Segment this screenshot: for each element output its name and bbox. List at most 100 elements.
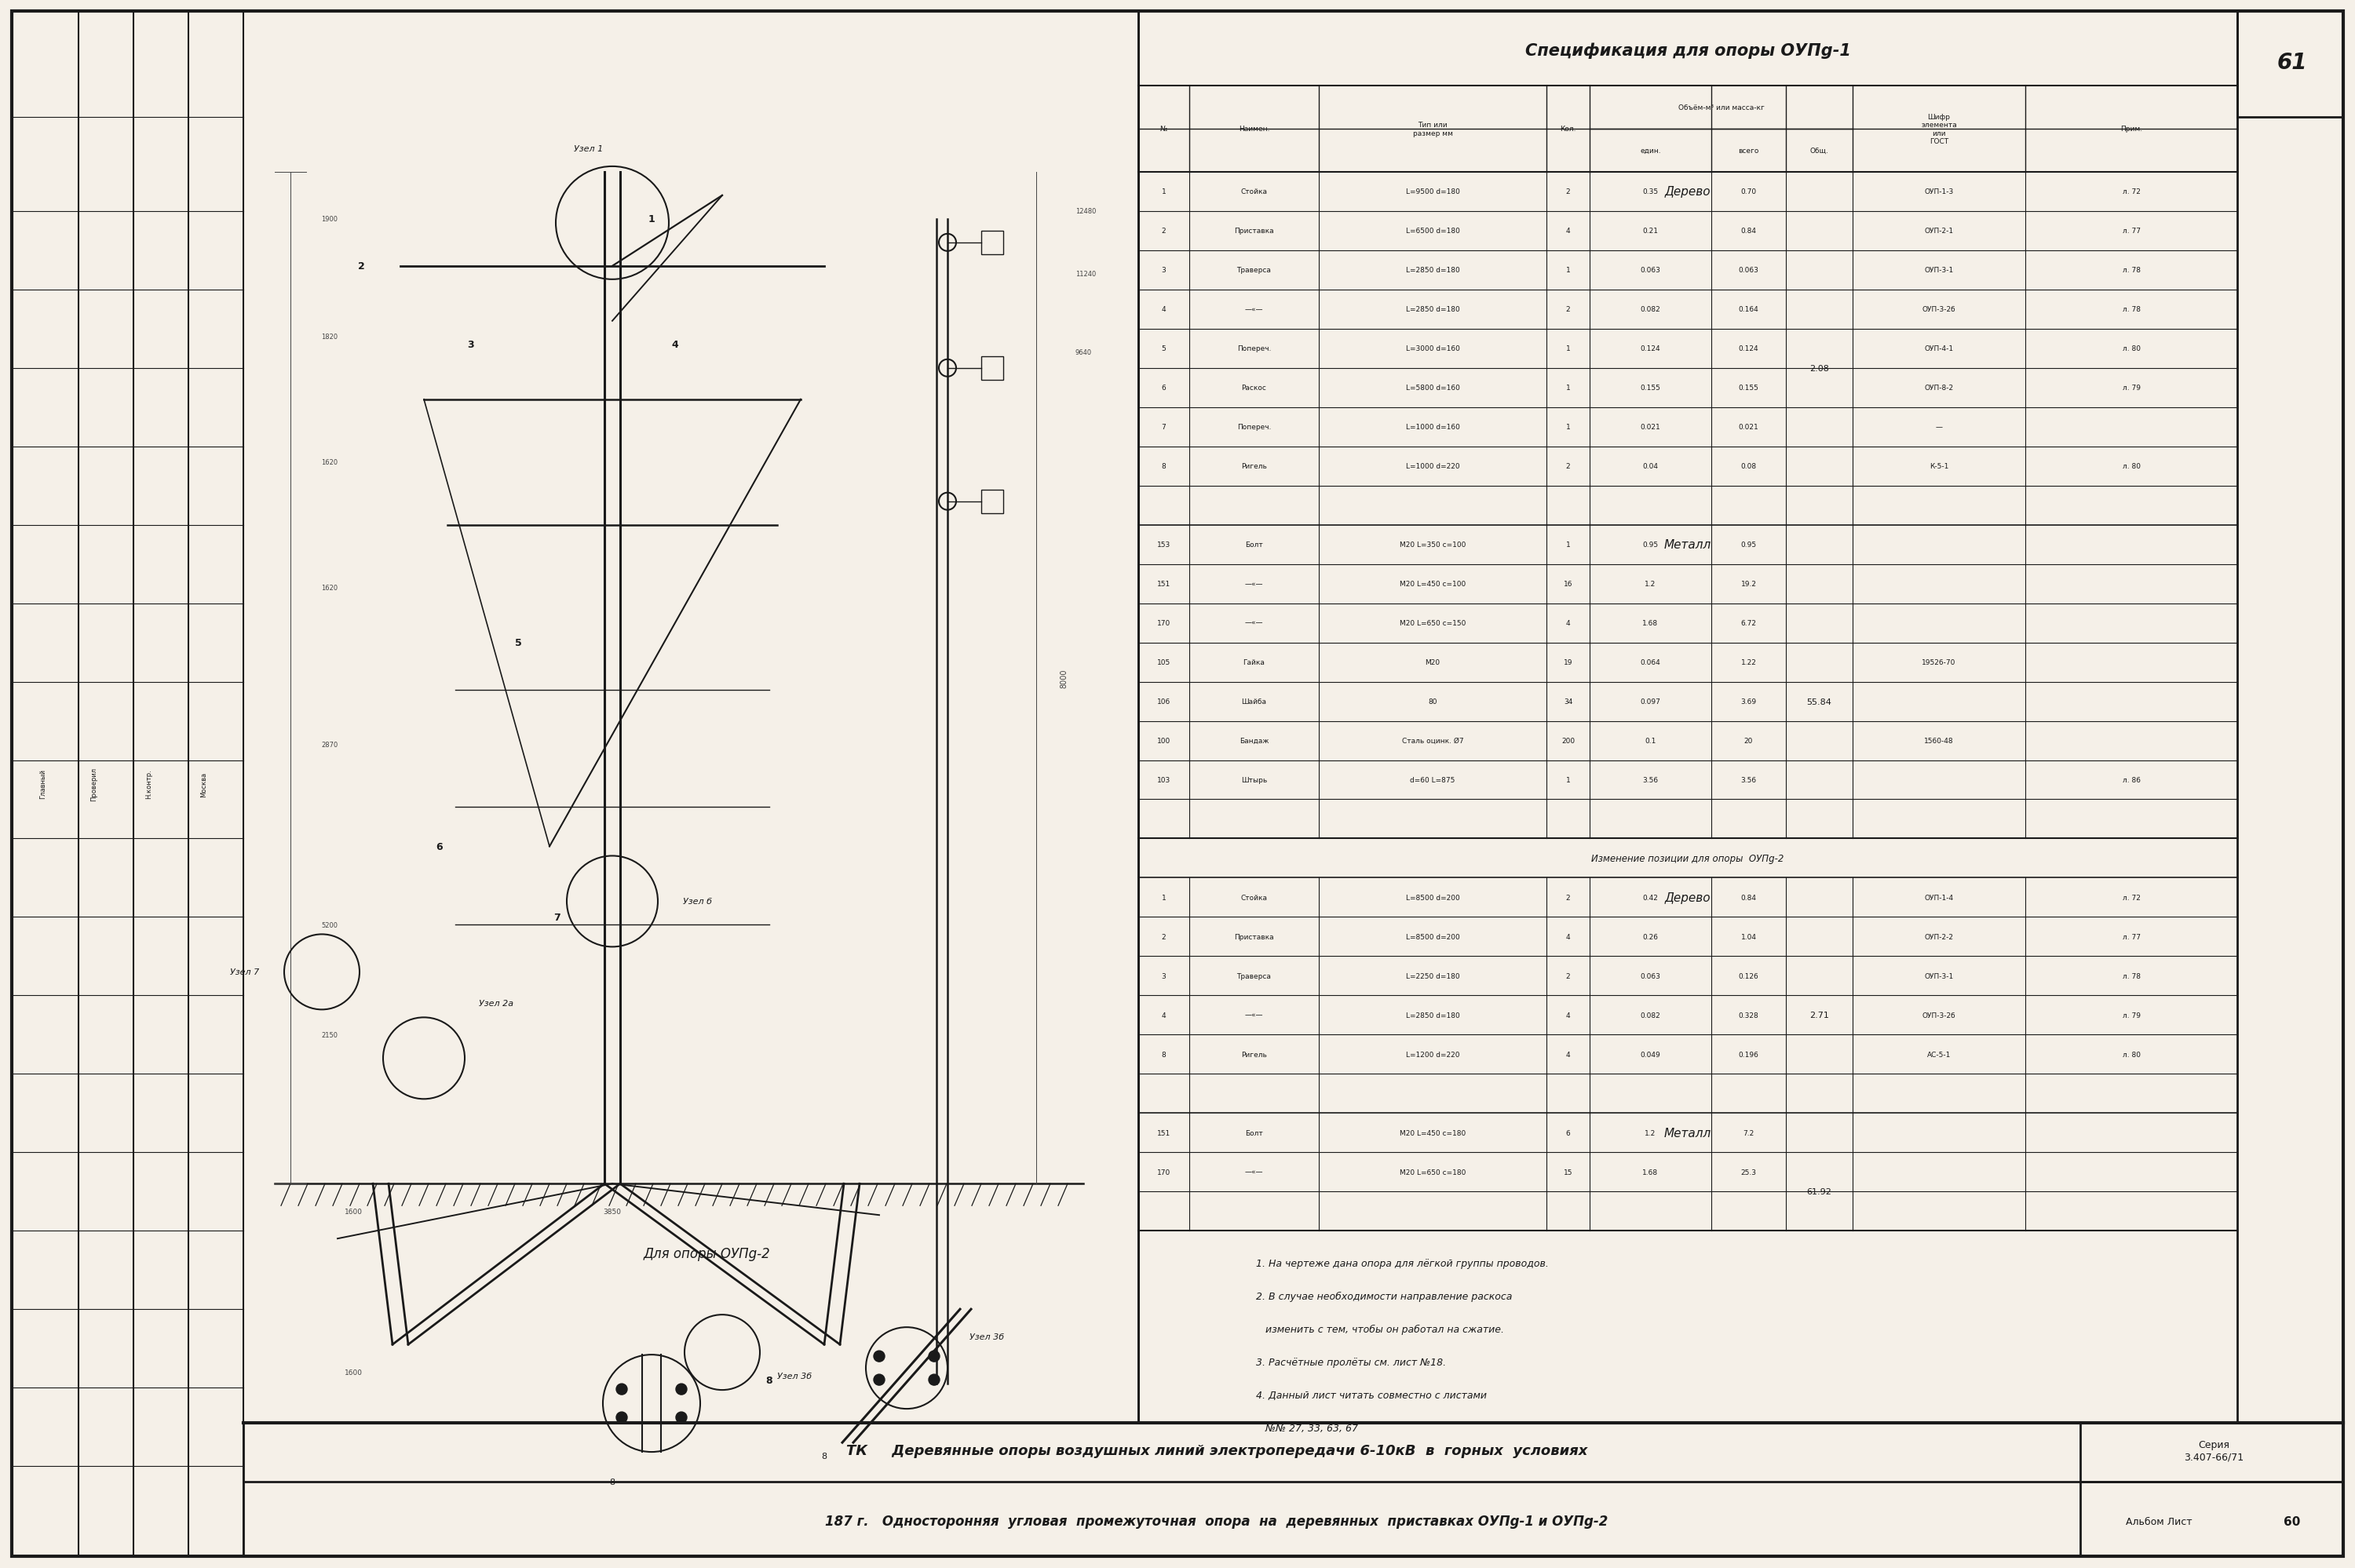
Text: ОУП-8-2: ОУП-8-2 (1924, 384, 1955, 392)
Text: 16: 16 (1564, 580, 1573, 588)
Text: 2: 2 (358, 262, 365, 271)
Text: изменить с тем, чтобы он работал на сжатие.: изменить с тем, чтобы он работал на сжат… (1255, 1323, 1505, 1334)
Text: L=2850 d=180: L=2850 d=180 (1406, 306, 1460, 314)
Circle shape (874, 1350, 885, 1361)
Text: 8: 8 (1161, 463, 1166, 470)
Text: d=60 L=875: d=60 L=875 (1411, 776, 1455, 784)
Text: л. 77: л. 77 (2122, 933, 2141, 941)
Text: 1.04: 1.04 (1740, 933, 1757, 941)
Text: 12480: 12480 (1076, 209, 1095, 215)
Text: 103: 103 (1156, 776, 1170, 784)
Text: 0.328: 0.328 (1738, 1011, 1759, 1019)
Text: 0.064: 0.064 (1641, 659, 1660, 666)
Text: Сталь оцинк. Ø7: Сталь оцинк. Ø7 (1401, 737, 1462, 745)
Circle shape (928, 1374, 940, 1386)
Text: 170: 170 (1156, 619, 1170, 627)
Text: 1820: 1820 (320, 334, 339, 340)
Text: 1. На чертеже дана опора для лёгкой группы проводов.: 1. На чертеже дана опора для лёгкой груп… (1255, 1258, 1550, 1269)
Text: 15: 15 (1564, 1168, 1573, 1176)
Circle shape (676, 1383, 688, 1396)
Text: 6: 6 (1161, 384, 1166, 392)
Text: 1: 1 (648, 215, 655, 224)
Text: 1620: 1620 (320, 459, 339, 466)
Text: 5200: 5200 (320, 922, 339, 928)
Text: 4: 4 (1566, 1051, 1571, 1058)
Text: 0.04: 0.04 (1644, 463, 1658, 470)
Text: 61: 61 (2277, 52, 2308, 74)
Text: ОУП-2-2: ОУП-2-2 (1924, 933, 1955, 941)
Text: 8: 8 (610, 1477, 615, 1486)
Text: л. 80: л. 80 (2122, 1051, 2141, 1058)
Text: L=1000 d=160: L=1000 d=160 (1406, 423, 1460, 431)
Text: Серия
3.407-66/71: Серия 3.407-66/71 (2183, 1439, 2244, 1461)
Text: L=5800 d=160: L=5800 d=160 (1406, 384, 1460, 392)
Text: 0.84: 0.84 (1740, 227, 1757, 235)
Text: 19: 19 (1564, 659, 1573, 666)
Text: —: — (1936, 423, 1943, 431)
Text: 153: 153 (1156, 541, 1170, 549)
Circle shape (676, 1411, 688, 1424)
Text: 8: 8 (765, 1375, 772, 1385)
Text: 1: 1 (1566, 776, 1571, 784)
Text: Общ.: Общ. (1811, 147, 1827, 155)
Text: 1: 1 (1566, 541, 1571, 549)
Text: 0.126: 0.126 (1738, 972, 1759, 980)
Text: 0.155: 0.155 (1641, 384, 1660, 392)
Text: М20: М20 (1425, 659, 1441, 666)
Text: 1.68: 1.68 (1641, 1168, 1658, 1176)
Text: М20 L=450 с=180: М20 L=450 с=180 (1399, 1129, 1465, 1137)
Text: 0.26: 0.26 (1644, 933, 1658, 941)
Text: 0.124: 0.124 (1641, 345, 1660, 353)
Text: ОУП-1-3: ОУП-1-3 (1924, 188, 1955, 196)
Text: —«—: —«— (1246, 1011, 1262, 1019)
Text: 0.063: 0.063 (1641, 267, 1660, 274)
Text: Спецификация для опоры ОУПg-1: Спецификация для опоры ОУПg-1 (1526, 42, 1851, 60)
Text: 0.196: 0.196 (1738, 1051, 1759, 1058)
Text: 8000: 8000 (1060, 668, 1067, 688)
Text: Узел б: Узел б (683, 897, 711, 906)
Text: 0.95: 0.95 (1740, 541, 1757, 549)
Text: 3.56: 3.56 (1641, 776, 1658, 784)
Text: 151: 151 (1156, 1129, 1170, 1137)
Text: ОУП-3-2б: ОУП-3-2б (1922, 1011, 1955, 1019)
Text: Металл: Металл (1665, 1127, 1712, 1138)
Text: 0.35: 0.35 (1641, 188, 1658, 196)
Text: —«—: —«— (1246, 306, 1262, 314)
Text: 4: 4 (1566, 1011, 1571, 1019)
Text: л. 80: л. 80 (2122, 463, 2141, 470)
Text: 60: 60 (2284, 1515, 2301, 1527)
Text: ОУП-1-4: ОУП-1-4 (1924, 894, 1955, 902)
Text: Дерево: Дерево (1665, 892, 1710, 903)
Text: 4: 4 (1566, 619, 1571, 627)
Bar (982, 230, 1003, 254)
Circle shape (617, 1383, 626, 1396)
Text: 0.063: 0.063 (1641, 972, 1660, 980)
Text: L=8500 d=200: L=8500 d=200 (1406, 894, 1460, 902)
Text: Ригель: Ригель (1241, 463, 1267, 470)
Text: 1.2: 1.2 (1644, 580, 1656, 588)
Text: L=9500 d=180: L=9500 d=180 (1406, 188, 1460, 196)
Text: 4. Данный лист читать совместно с листами: 4. Данный лист читать совместно с листам… (1255, 1389, 1486, 1400)
Text: 80: 80 (1427, 698, 1437, 706)
Text: 2: 2 (1566, 188, 1571, 196)
Text: М20 L=650 с=180: М20 L=650 с=180 (1399, 1168, 1465, 1176)
Text: л. 80: л. 80 (2122, 345, 2141, 353)
Text: Объём-м³ или масса-кг: Объём-м³ или масса-кг (1679, 103, 1764, 111)
Text: 1900: 1900 (320, 216, 339, 223)
Text: 1.68: 1.68 (1641, 619, 1658, 627)
Text: Стойка: Стойка (1241, 894, 1267, 902)
Bar (982, 489, 1003, 514)
Text: 1.2: 1.2 (1644, 1129, 1656, 1137)
Text: 6.72: 6.72 (1740, 619, 1757, 627)
Text: Узел 7: Узел 7 (231, 967, 259, 977)
Text: 4: 4 (671, 340, 678, 350)
Text: 3.69: 3.69 (1740, 698, 1757, 706)
Text: л. 78: л. 78 (2122, 267, 2141, 274)
Text: 100: 100 (1156, 737, 1170, 745)
Text: 1600: 1600 (344, 1207, 363, 1215)
Text: Для опоры ОУПg-2: Для опоры ОУПg-2 (643, 1247, 770, 1261)
Text: 3.56: 3.56 (1740, 776, 1757, 784)
Text: Металл: Металл (1665, 539, 1712, 550)
Text: 0.124: 0.124 (1738, 345, 1759, 353)
Text: Главный: Главный (40, 768, 47, 800)
